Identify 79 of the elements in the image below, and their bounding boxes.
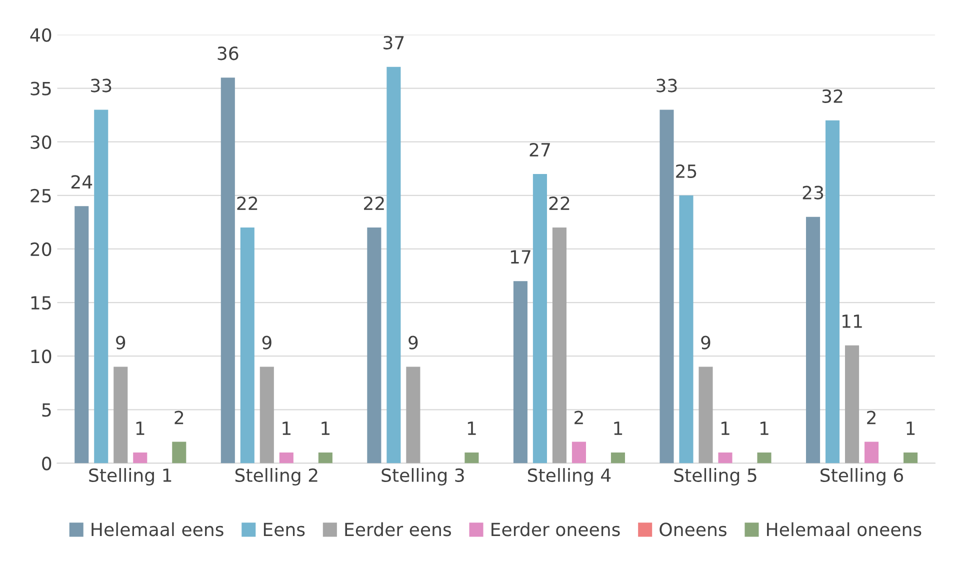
data-label: 1	[906, 422, 915, 435]
bar	[698, 366, 713, 464]
bar	[464, 452, 479, 464]
data-label: 17	[510, 250, 530, 264]
legend-label: Helemaal oneens	[767, 522, 922, 536]
bar	[367, 228, 382, 464]
data-label: 9	[701, 336, 710, 350]
bar	[279, 452, 294, 464]
bar	[572, 442, 586, 464]
y-tick-label: 20	[30, 242, 52, 256]
y-tick-label: 10	[31, 350, 52, 364]
data-label: 1	[721, 422, 730, 435]
x-tick-label: Stelling 5	[674, 468, 756, 486]
data-label: 25	[676, 164, 696, 178]
bar	[806, 216, 820, 464]
data-label: 33	[91, 78, 112, 92]
bar	[220, 78, 235, 464]
data-label: 27	[530, 142, 550, 156]
bar	[660, 110, 674, 464]
data-label: 23	[802, 186, 824, 200]
data-label: 9	[116, 336, 126, 350]
data-label: 37	[384, 36, 404, 50]
data-label: 1	[282, 422, 290, 435]
y-tick-label: 30	[30, 135, 52, 149]
bar	[826, 120, 840, 464]
data-label: 1	[136, 422, 144, 435]
bar	[172, 442, 186, 464]
data-label: 9	[408, 336, 418, 350]
bar	[114, 366, 128, 464]
x-tick-label: Stelling 2	[235, 468, 318, 486]
data-label: 22	[549, 196, 570, 210]
data-label: 36	[218, 46, 238, 60]
bar	[845, 345, 860, 464]
legend-label: Helemaal eens	[92, 522, 224, 536]
bar	[532, 174, 547, 464]
x-tick-label: Stelling 6	[820, 468, 904, 486]
data-label: 1	[614, 422, 622, 435]
data-label: 2	[174, 410, 184, 424]
data-label: 33	[656, 78, 677, 92]
bar	[610, 452, 625, 464]
x-tick-label: Stelling 3	[382, 468, 464, 486]
legend-label: Eerder oneens	[492, 522, 620, 536]
legend-label: Oneens	[660, 522, 726, 536]
data-label: 32	[822, 89, 842, 104]
data-label: 11	[842, 314, 862, 328]
legend-label: Eens	[264, 522, 305, 536]
bar	[679, 195, 694, 464]
bar	[74, 206, 89, 464]
data-label: 22	[364, 196, 384, 210]
bar	[552, 228, 566, 464]
bar	[94, 110, 108, 464]
bar	[386, 66, 401, 464]
data-label: 2	[867, 410, 876, 424]
bar	[718, 452, 732, 464]
x-tick-label: Stelling 1	[89, 468, 172, 486]
bar	[133, 452, 148, 464]
data-label: 24	[71, 175, 92, 188]
bar	[318, 452, 332, 464]
y-tick-label: 40	[30, 28, 52, 42]
bar	[757, 452, 772, 464]
bar	[904, 452, 918, 464]
legend-label: Eerder eens	[345, 522, 451, 536]
y-tick-label: 5	[42, 403, 51, 417]
bar	[240, 228, 254, 464]
data-label: 2	[574, 410, 583, 424]
bar	[406, 366, 420, 464]
y-tick-label: 15	[31, 296, 51, 310]
data-label: 1	[760, 422, 768, 435]
bar	[260, 366, 274, 464]
x-tick-label: Stelling 4	[528, 468, 611, 486]
data-label: 9	[262, 336, 272, 350]
y-tick-label: 25	[30, 188, 51, 203]
data-label: 22	[237, 196, 258, 210]
bar	[513, 281, 528, 464]
bar	[864, 442, 879, 464]
y-tick-label: 0	[42, 456, 52, 470]
y-tick-label: 35	[30, 82, 51, 96]
data-label: 1	[468, 422, 476, 435]
data-label: 1	[322, 422, 330, 435]
